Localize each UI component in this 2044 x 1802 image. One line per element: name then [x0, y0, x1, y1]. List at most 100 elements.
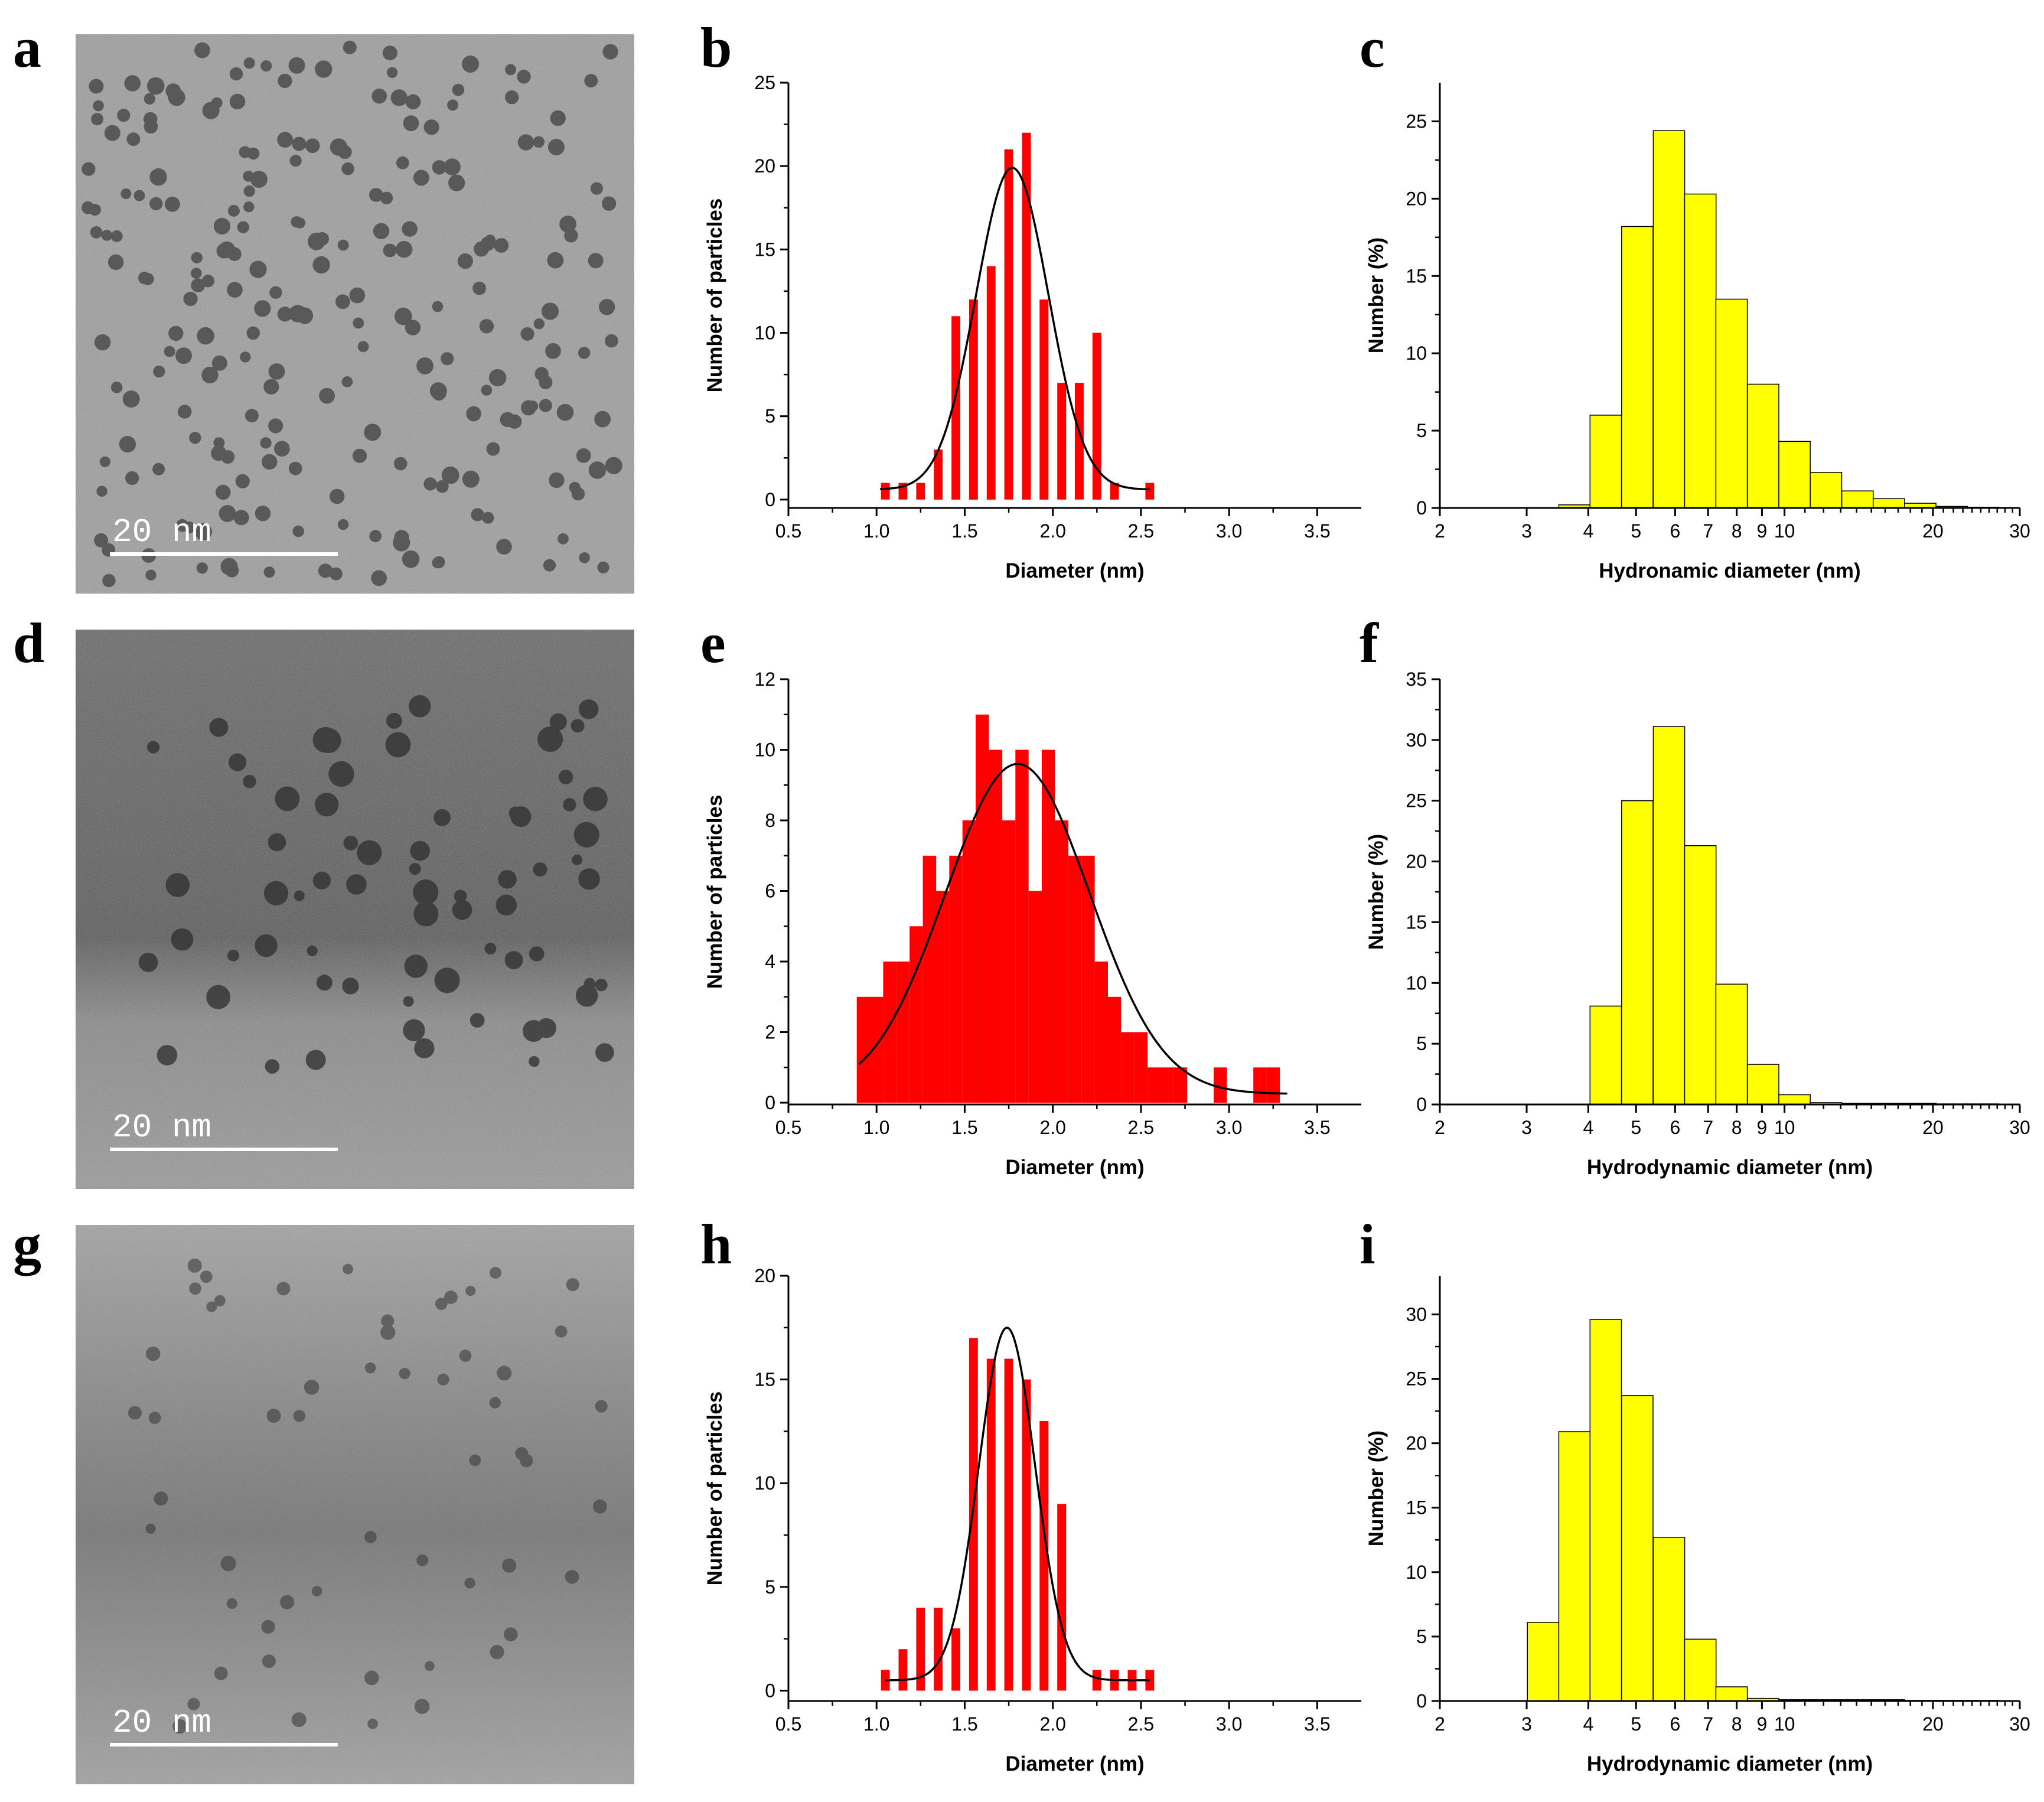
- nanoparticle: [288, 57, 305, 74]
- y-tick-label: 2: [765, 1022, 775, 1043]
- nanoparticle: [243, 57, 255, 69]
- nanoparticle: [353, 317, 364, 329]
- nanoparticle: [447, 99, 459, 111]
- y-tick-label: 30: [1406, 1304, 1427, 1325]
- nanoparticle: [594, 410, 611, 428]
- nanoparticle: [260, 60, 272, 72]
- bar: [949, 855, 963, 1103]
- x-tick-label: 4: [1583, 1117, 1593, 1138]
- nanoparticle: [429, 382, 447, 399]
- nanoparticle: [312, 871, 331, 889]
- x-tick-label: 6: [1670, 520, 1680, 542]
- x-tick-label: 1.0: [863, 520, 889, 542]
- nanoparticle: [245, 409, 259, 423]
- nanoparticle: [291, 216, 302, 228]
- x-tick-label: 4: [1583, 520, 1593, 542]
- y-axis-title: Number of particles: [703, 795, 726, 989]
- nanoparticle: [575, 984, 598, 1007]
- nanoparticle: [435, 1298, 448, 1310]
- nanoparticle: [124, 75, 141, 92]
- nanoparticle: [520, 327, 534, 341]
- nanoparticle: [343, 835, 358, 851]
- nanoparticle: [219, 505, 236, 522]
- nanoparticle: [146, 77, 165, 95]
- nanoparticle: [457, 253, 474, 269]
- nanoparticle: [462, 470, 480, 488]
- bar: [1057, 1504, 1067, 1691]
- nanoparticle: [214, 1295, 226, 1306]
- nanoparticle: [189, 432, 201, 444]
- nanoparticle: [454, 889, 467, 902]
- x-tick-label: 2.0: [1039, 520, 1065, 542]
- tem-image-d: 20 nm: [76, 630, 634, 1189]
- nanoparticle: [196, 562, 208, 574]
- nanoparticle: [178, 405, 192, 419]
- nanoparticle: [262, 1654, 276, 1669]
- x-tick-label: 9: [1757, 520, 1768, 542]
- y-tick-label: 25: [1406, 790, 1427, 812]
- x-tick-label: 0.5: [775, 1713, 801, 1735]
- nanoparticle: [436, 480, 449, 493]
- x-tick-label: 6: [1670, 1117, 1680, 1138]
- nanoparticle: [255, 506, 271, 522]
- x-tick-label: 10: [1774, 1713, 1795, 1735]
- nanoparticle: [312, 256, 330, 274]
- nanoparticle: [147, 741, 160, 754]
- bar: [951, 316, 960, 500]
- nanoparticle: [249, 260, 267, 278]
- bar: [1039, 1420, 1049, 1691]
- nanoparticle: [537, 726, 563, 752]
- nanoparticle: [583, 787, 608, 812]
- nanoparticle: [146, 1346, 161, 1361]
- nanoparticle: [315, 232, 329, 246]
- bar: [883, 962, 897, 1103]
- nanoparticle: [224, 563, 239, 578]
- y-tick-label: 15: [754, 239, 775, 260]
- bar: [1684, 845, 1717, 1105]
- nanoparticle: [90, 226, 103, 239]
- y-tick-label: 15: [754, 1369, 775, 1390]
- bar: [881, 1670, 890, 1691]
- nanoparticle: [545, 343, 561, 359]
- nanoparticle: [117, 109, 131, 122]
- nanoparticle: [481, 384, 493, 396]
- x-tick-label: 20: [1922, 520, 1944, 542]
- x-tick-label: 1.5: [951, 1713, 977, 1735]
- x-tick-label: 30: [2009, 1117, 2030, 1138]
- nanoparticle: [529, 1056, 540, 1067]
- bar: [856, 996, 871, 1103]
- nanoparticle: [266, 1409, 281, 1423]
- nanoparticle: [564, 229, 578, 243]
- x-axis-title: Diameter (nm): [1005, 1156, 1144, 1179]
- nanoparticle: [380, 1325, 396, 1340]
- histogram-b: 0.5 1.0 1.5 2.0 2.5 3.0 3.5 0 5 10 15 20 25 Diameter …: [703, 72, 1361, 582]
- nanoparticle: [404, 954, 428, 978]
- nanoparticle: [408, 695, 431, 718]
- nanoparticle: [414, 1699, 430, 1714]
- bar: [936, 891, 950, 1103]
- nanoparticle: [94, 334, 111, 351]
- bar: [1094, 962, 1108, 1103]
- nanoparticle: [277, 307, 293, 322]
- nanoparticle: [211, 445, 227, 461]
- nanoparticle: [149, 168, 167, 186]
- nanoparticle: [549, 472, 565, 488]
- nanoparticle: [341, 162, 354, 175]
- nanoparticle: [578, 347, 591, 359]
- bar: [1042, 750, 1055, 1103]
- nanoparticle: [595, 1400, 608, 1413]
- y-tick-label: 25: [754, 72, 775, 93]
- nanoparticle: [168, 325, 184, 341]
- nanoparticle: [369, 530, 382, 543]
- y-tick-label: 20: [1406, 851, 1427, 872]
- nanoparticle: [233, 510, 249, 526]
- nanoparticle: [243, 201, 255, 213]
- panel-label-c: c: [1360, 16, 1385, 79]
- nanoparticle: [289, 305, 307, 322]
- nanoparticle: [504, 1627, 518, 1641]
- nanoparticle: [494, 238, 509, 253]
- bar: [962, 820, 976, 1103]
- nanoparticle: [543, 559, 556, 572]
- nanoparticle: [541, 302, 559, 320]
- nanoparticle: [263, 379, 279, 395]
